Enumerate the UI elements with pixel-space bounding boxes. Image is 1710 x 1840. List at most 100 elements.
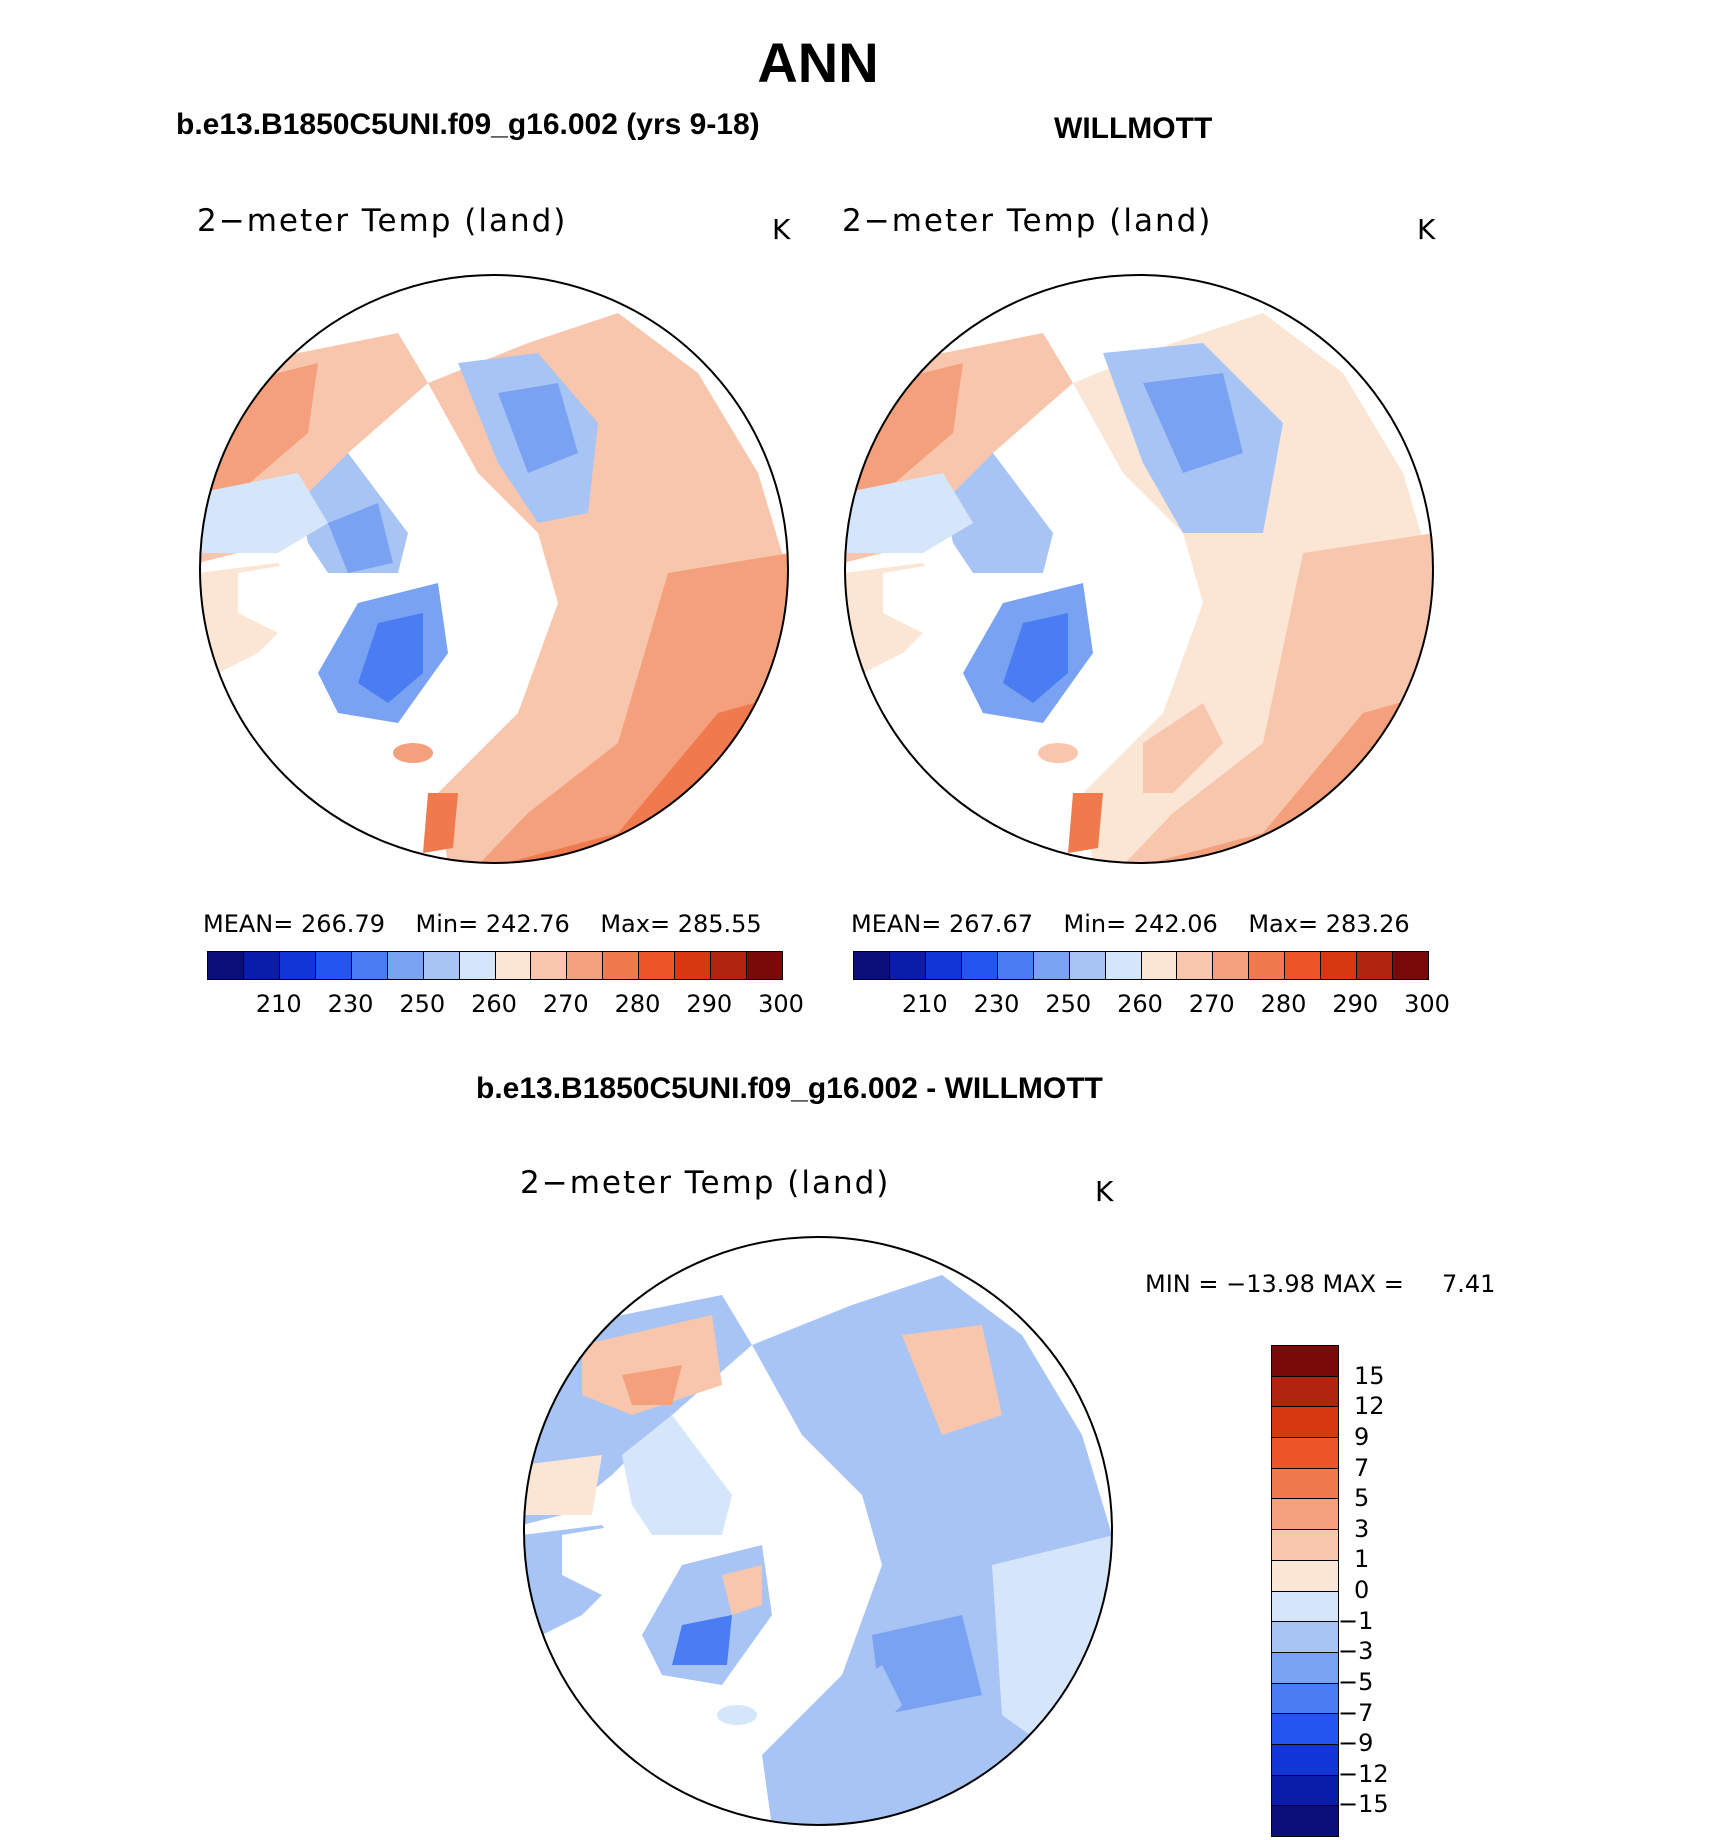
model-max-value: 285.55	[677, 910, 762, 938]
diff-colorbar-tick: 7	[1354, 1453, 1370, 1482]
obs-colorbar-swatch	[1285, 952, 1322, 979]
obs-min-label: Min=	[1063, 910, 1127, 938]
obs-colorbar-swatch	[1033, 952, 1070, 979]
model-colorbar-tick: 260	[471, 990, 517, 1018]
obs-max-label: Max=	[1248, 910, 1319, 938]
obs-colorbar-swatch	[925, 952, 962, 979]
obs-colorbar-swatch	[1177, 952, 1214, 979]
model-units: K	[772, 213, 791, 246]
diff-colorbar-swatch	[1272, 1744, 1338, 1776]
obs-colorbar-swatch	[961, 952, 998, 979]
model-colorbar-swatch	[675, 952, 712, 979]
diff-colorbar-swatch	[1272, 1714, 1338, 1745]
model-colorbar-swatch	[208, 952, 244, 979]
diff-colorbar-tick: 1	[1354, 1545, 1370, 1574]
obs-colorbar-swatch	[1357, 952, 1394, 979]
model-colorbar-swatch	[747, 952, 782, 979]
diff-colorbar-tick: 3	[1354, 1514, 1370, 1543]
diff-colorbar-tick: −15	[1338, 1790, 1389, 1819]
diff-colorbar-tick: 0	[1354, 1576, 1370, 1604]
model-mean-value: 266.79	[301, 910, 385, 938]
model-colorbar-swatch	[243, 952, 280, 979]
obs-colorbar-tick: 300	[1404, 990, 1450, 1018]
model-colorbar-swatch	[423, 952, 460, 979]
diff-colorbar-tick: 9	[1354, 1422, 1370, 1451]
obs-colorbar-swatch	[1141, 952, 1178, 979]
obs-colorbar-tick: 270	[1188, 990, 1235, 1018]
model-colorbar-ticks: 210 230 250 260 270 280 290 300	[207, 990, 804, 1020]
model-colorbar-tick: 300	[758, 990, 804, 1018]
model-colorbar-tick: 230	[327, 990, 374, 1018]
diff-colorbar-swatch	[1272, 1468, 1338, 1500]
diff-variable-label: 2−meter Temp (land)	[520, 1165, 891, 1201]
obs-colorbar-swatch	[1213, 952, 1250, 979]
diff-colorbar-swatch	[1272, 1438, 1338, 1469]
diff-colorbar-swatch	[1272, 1622, 1338, 1653]
diff-colorbar-swatch	[1272, 1560, 1338, 1592]
diff-colorbar-swatch	[1272, 1683, 1338, 1715]
figure-title: ANN	[757, 31, 879, 94]
model-colorbar-tick: 210	[255, 990, 302, 1018]
obs-variable-label: 2−meter Temp (land)	[842, 203, 1213, 239]
obs-colorbar	[853, 951, 1429, 980]
obs-mean-value: 267.67	[949, 910, 1033, 938]
obs-min-value: 242.06	[1133, 910, 1218, 938]
obs-colorbar-swatch	[1393, 952, 1428, 979]
model-colorbar-swatch	[459, 952, 496, 979]
model-colorbar-swatch	[531, 952, 568, 979]
obs-colorbar-swatch	[854, 952, 890, 979]
diff-min-max-text: MIN = −13.98 MAX =	[1145, 1270, 1404, 1298]
diff-colorbar-ticks: 15 12 9 7 5 3 1 0 −1 −3 −5 −7 −9 −12 −15	[1338, 1345, 1426, 1835]
diff-colorbar-tick: −12	[1338, 1759, 1389, 1788]
obs-colorbar-tick: 210	[901, 990, 948, 1018]
diff-polar-map	[523, 1236, 1113, 1826]
diff-colorbar-swatch	[1272, 1806, 1338, 1836]
diff-colorbar-swatch	[1272, 1591, 1338, 1623]
model-min-value: 242.76	[485, 910, 570, 938]
obs-units: K	[1417, 213, 1436, 246]
model-colorbar-swatch	[567, 952, 604, 979]
diff-max-value: 7.41	[1442, 1270, 1496, 1298]
diff-colorbar	[1271, 1345, 1339, 1837]
obs-max-value: 283.26	[1325, 910, 1410, 938]
diff-colorbar-tick: 15	[1354, 1361, 1385, 1390]
obs-colorbar-tick: 280	[1260, 990, 1307, 1018]
model-colorbar-swatch	[603, 952, 640, 979]
diff-colorbar-tick: −7	[1338, 1698, 1374, 1727]
model-colorbar-swatch	[279, 952, 316, 979]
obs-colorbar-swatch	[889, 952, 926, 979]
model-colorbar-tick: 250	[399, 990, 446, 1018]
obs-colorbar-ticks: 210 230 250 260 270 280 290 300	[853, 990, 1450, 1020]
diff-colorbar-swatch	[1272, 1346, 1338, 1377]
obs-colorbar-swatch	[1105, 952, 1142, 979]
model-colorbar-swatch	[495, 952, 532, 979]
diff-colorbar-swatch	[1272, 1376, 1338, 1408]
diff-colorbar-swatch	[1272, 1530, 1338, 1561]
model-colorbar-tick: 280	[614, 990, 661, 1018]
obs-colorbar-swatch	[1069, 952, 1106, 979]
model-colorbar-swatch	[711, 952, 748, 979]
obs-colorbar-tick: 230	[973, 990, 1020, 1018]
obs-colorbar-swatch	[1249, 952, 1286, 979]
model-stats: MEAN= 266.79 Min= 242.76 Max= 285.55	[203, 910, 762, 938]
diff-colorbar-swatch	[1272, 1652, 1338, 1684]
obs-colorbar-tick: 260	[1117, 990, 1163, 1018]
obs-colorbar-swatch	[1321, 952, 1358, 979]
diff-colorbar-swatch	[1272, 1499, 1338, 1531]
model-case-title: b.e13.B1850C5UNI.f09_g16.002 (yrs 9-18)	[176, 108, 760, 141]
model-colorbar-swatch	[639, 952, 676, 979]
obs-case-title: WILLMOTT	[1054, 112, 1213, 145]
model-max-label: Max=	[600, 910, 671, 938]
model-colorbar-swatch	[351, 952, 388, 979]
model-mean-label: MEAN=	[203, 910, 294, 938]
model-variable-label: 2−meter Temp (land)	[197, 203, 568, 239]
diff-colorbar-tick: −5	[1338, 1667, 1374, 1696]
diff-colorbar-tick: −9	[1338, 1729, 1374, 1758]
obs-colorbar-tick: 290	[1332, 990, 1379, 1018]
diff-colorbar-swatch	[1272, 1407, 1338, 1439]
diff-colorbar-tick: −1	[1338, 1606, 1374, 1635]
diff-colorbar-tick: 12	[1354, 1392, 1385, 1421]
diff-colorbar-swatch	[1272, 1775, 1338, 1807]
obs-stats: MEAN= 267.67 Min= 242.06 Max= 283.26	[851, 910, 1410, 938]
model-colorbar	[207, 951, 783, 980]
